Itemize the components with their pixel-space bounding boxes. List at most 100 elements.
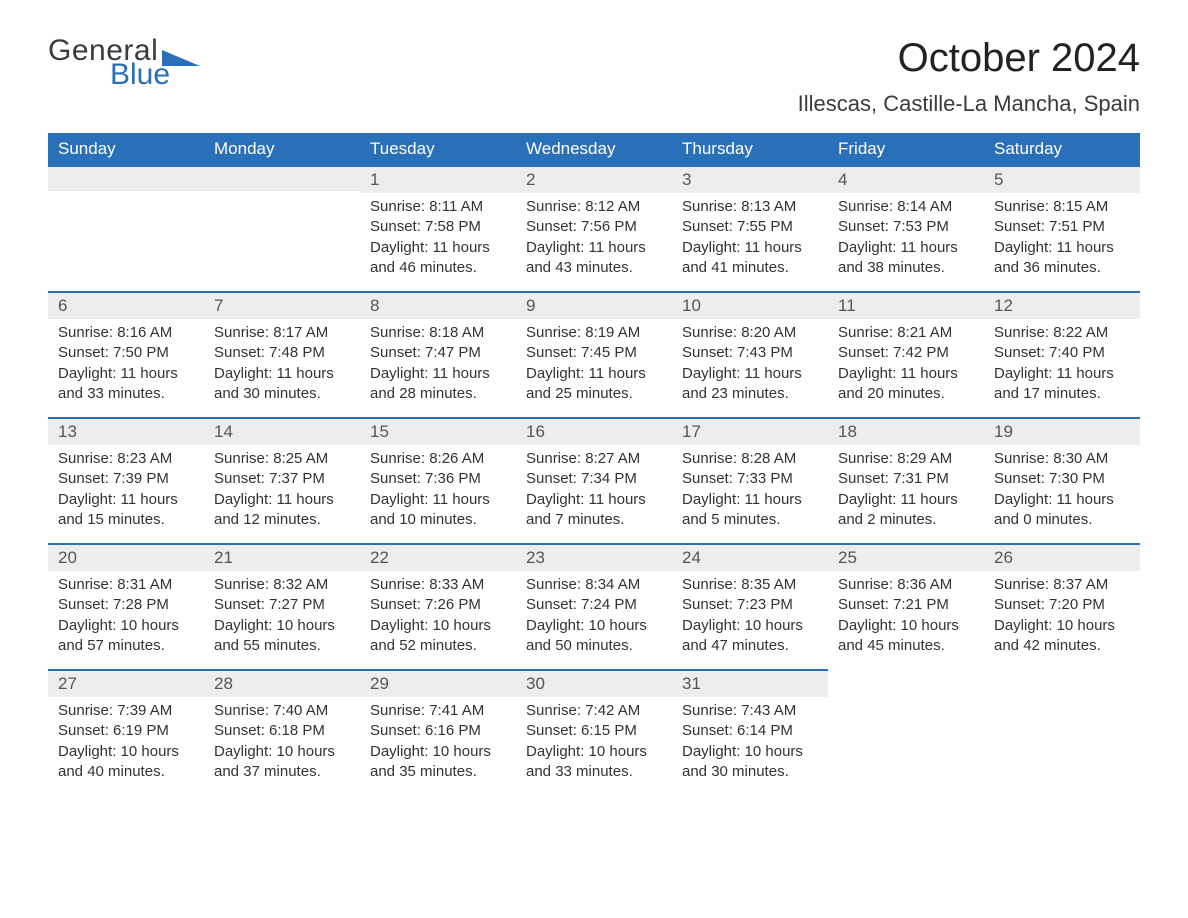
sunset: Sunset: 7:26 PM [370,595,506,615]
sunrise: Sunrise: 8:36 AM [838,575,974,595]
sunrise: Sunrise: 8:14 AM [838,197,974,217]
calendar-cell: 1Sunrise: 8:11 AMSunset: 7:58 PMDaylight… [360,165,516,291]
sunset-label: Sunset: [370,470,425,487]
daylight: Daylight: 11 hours and 5 minutes. [682,490,818,531]
col-saturday: Saturday [984,133,1140,165]
sunrise-value: 7:40 AM [273,702,328,719]
sunrise-value: 8:28 AM [741,450,796,467]
sunrise: Sunrise: 8:23 AM [58,449,194,469]
daylight-label: Daylight: [682,617,745,634]
sunset: Sunset: 7:48 PM [214,343,350,363]
daylight-label: Daylight: [838,491,901,508]
sunrise-label: Sunrise: [58,324,117,341]
day-number: 31 [672,669,828,697]
sunset-label: Sunset: [370,722,425,739]
sunset-label: Sunset: [370,344,425,361]
daylight: Daylight: 11 hours and 12 minutes. [214,490,350,531]
sunrise: Sunrise: 8:22 AM [994,323,1130,343]
sunrise-label: Sunrise: [526,324,585,341]
sunset: Sunset: 7:20 PM [994,595,1130,615]
sunrise-value: 7:41 AM [429,702,484,719]
sunset-label: Sunset: [994,470,1049,487]
sunrise-label: Sunrise: [526,450,585,467]
day-details: Sunrise: 8:34 AMSunset: 7:24 PMDaylight:… [516,571,672,662]
day-number: 22 [360,543,516,571]
day-number: 1 [360,165,516,193]
sunset-label: Sunset: [994,344,1049,361]
sunset-label: Sunset: [526,470,581,487]
sunrise: Sunrise: 8:30 AM [994,449,1130,469]
day-number: 17 [672,417,828,445]
daylight: Daylight: 10 hours and 57 minutes. [58,616,194,657]
day-number: 3 [672,165,828,193]
sunset-value: 7:24 PM [581,596,637,613]
sunset: Sunset: 7:55 PM [682,217,818,237]
sunset: Sunset: 6:19 PM [58,721,194,741]
calendar-cell: 25Sunrise: 8:36 AMSunset: 7:21 PMDayligh… [828,543,984,669]
sunset: Sunset: 7:21 PM [838,595,974,615]
sunrise-value: 8:25 AM [273,450,328,467]
daylight: Daylight: 10 hours and 30 minutes. [682,742,818,783]
calendar-cell: 30Sunrise: 7:42 AMSunset: 6:15 PMDayligh… [516,669,672,795]
sunrise-value: 8:37 AM [1053,576,1108,593]
sunrise-label: Sunrise: [526,702,585,719]
sunset-value: 7:42 PM [893,344,949,361]
day-details: Sunrise: 8:14 AMSunset: 7:53 PMDaylight:… [828,193,984,284]
sunrise-label: Sunrise: [58,576,117,593]
sunset-value: 7:39 PM [113,470,169,487]
sunrise: Sunrise: 7:43 AM [682,701,818,721]
sunrise-value: 8:15 AM [1053,198,1108,215]
sunset-label: Sunset: [526,596,581,613]
calendar-week-row: 6Sunrise: 8:16 AMSunset: 7:50 PMDaylight… [48,291,1140,417]
day-number: 5 [984,165,1140,193]
day-details: Sunrise: 8:18 AMSunset: 7:47 PMDaylight:… [360,319,516,410]
sunrise: Sunrise: 8:20 AM [682,323,818,343]
daylight: Daylight: 11 hours and 0 minutes. [994,490,1130,531]
day-number: 21 [204,543,360,571]
daylight: Daylight: 10 hours and 33 minutes. [526,742,662,783]
calendar-cell: 26Sunrise: 8:37 AMSunset: 7:20 PMDayligh… [984,543,1140,669]
day-number: 6 [48,291,204,319]
sunrise-value: 8:30 AM [1053,450,1108,467]
calendar-cell: 15Sunrise: 8:26 AMSunset: 7:36 PMDayligh… [360,417,516,543]
day-details: Sunrise: 8:32 AMSunset: 7:27 PMDaylight:… [204,571,360,662]
brand-word-2: Blue [110,60,200,90]
day-details: Sunrise: 8:16 AMSunset: 7:50 PMDaylight:… [48,319,204,410]
day-number: 14 [204,417,360,445]
sunset-value: 7:20 PM [1049,596,1105,613]
daylight-label: Daylight: [370,617,433,634]
sunrise: Sunrise: 7:39 AM [58,701,194,721]
daylight-label: Daylight: [214,617,277,634]
sunset-label: Sunset: [682,470,737,487]
calendar-cell: 17Sunrise: 8:28 AMSunset: 7:33 PMDayligh… [672,417,828,543]
day-details: Sunrise: 8:29 AMSunset: 7:31 PMDaylight:… [828,445,984,536]
empty-day-bar [204,165,360,191]
day-details: Sunrise: 8:23 AMSunset: 7:39 PMDaylight:… [48,445,204,536]
sunset-label: Sunset: [526,344,581,361]
sunset: Sunset: 7:50 PM [58,343,194,363]
day-number: 9 [516,291,672,319]
sunrise-label: Sunrise: [838,576,897,593]
col-sunday: Sunday [48,133,204,165]
sunrise-value: 8:18 AM [429,324,484,341]
sunrise-label: Sunrise: [838,324,897,341]
day-details: Sunrise: 8:25 AMSunset: 7:37 PMDaylight:… [204,445,360,536]
calendar-cell: 20Sunrise: 8:31 AMSunset: 7:28 PMDayligh… [48,543,204,669]
calendar-cell [828,669,984,795]
day-number: 12 [984,291,1140,319]
sunset: Sunset: 7:53 PM [838,217,974,237]
sunrise: Sunrise: 8:29 AM [838,449,974,469]
calendar-cell: 22Sunrise: 8:33 AMSunset: 7:26 PMDayligh… [360,543,516,669]
sunrise: Sunrise: 8:31 AM [58,575,194,595]
day-details: Sunrise: 7:41 AMSunset: 6:16 PMDaylight:… [360,697,516,788]
sunrise-value: 8:36 AM [897,576,952,593]
calendar-cell: 19Sunrise: 8:30 AMSunset: 7:30 PMDayligh… [984,417,1140,543]
sunrise-value: 7:39 AM [117,702,172,719]
sunset: Sunset: 7:37 PM [214,469,350,489]
sunset-value: 7:26 PM [425,596,481,613]
col-friday: Friday [828,133,984,165]
sunrise: Sunrise: 8:19 AM [526,323,662,343]
sunset-value: 6:14 PM [737,722,793,739]
sunrise-value: 8:20 AM [741,324,796,341]
sunset-value: 7:58 PM [425,218,481,235]
